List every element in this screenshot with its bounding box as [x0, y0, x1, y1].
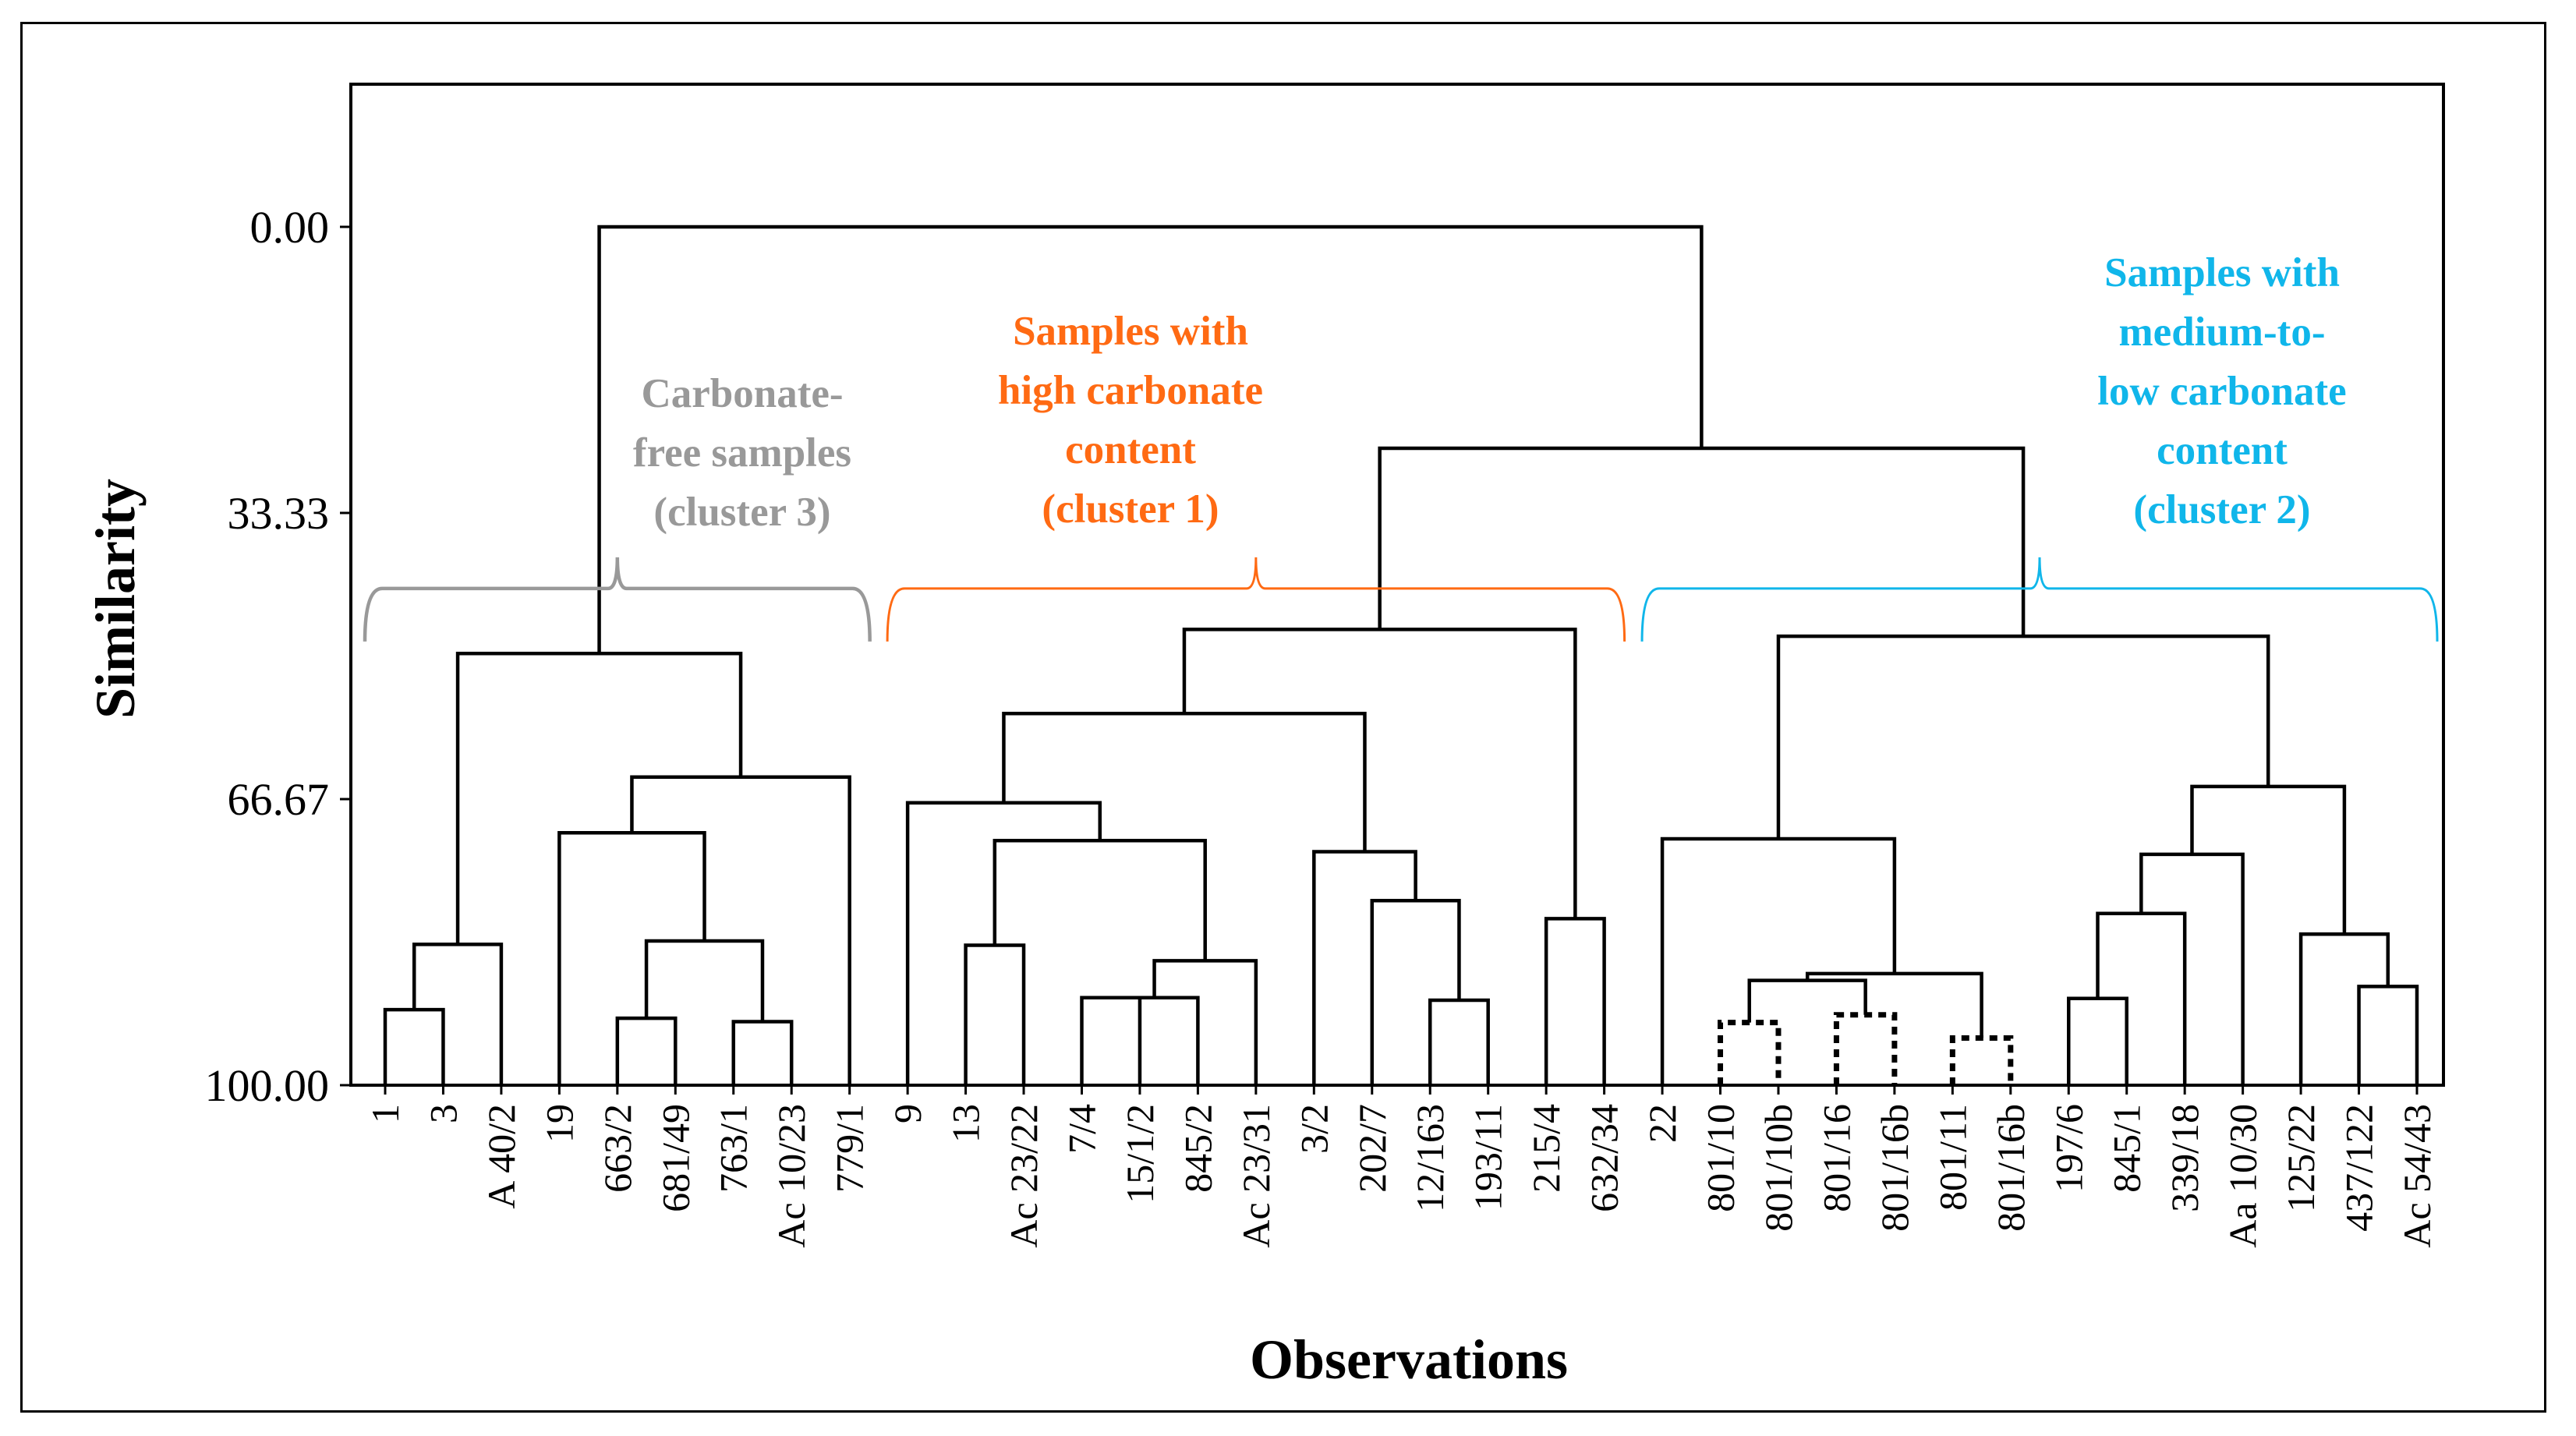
- leaf-label: Ac 54/43: [2395, 1104, 2439, 1248]
- leaf-label: Ac 23/31: [1234, 1104, 1278, 1248]
- dendrogram-link: [2357, 985, 2419, 1085]
- leaf-label: 845/1: [2105, 1104, 2149, 1193]
- leaf-label: A 40/2: [479, 1104, 523, 1209]
- leaf-label: 779/1: [828, 1104, 872, 1193]
- dendrogram-link: [1312, 850, 1417, 1085]
- dendrogram-link: [1544, 917, 1606, 1085]
- dendrogram-link: [1110, 996, 1200, 1085]
- dendrogram-link: [1378, 446, 2026, 637]
- dendrogram-link: [597, 225, 1704, 654]
- leaf-label: 845/2: [1176, 1104, 1219, 1193]
- y-tick-label: 100.00: [205, 1060, 330, 1111]
- leaf-label: 202/7: [1350, 1104, 1394, 1193]
- leaf-label: 12/163: [1408, 1104, 1452, 1212]
- leaf-label: 801/10: [1699, 1104, 1743, 1212]
- dendrogram-link: [1080, 996, 1142, 1085]
- leaf-label: 3: [421, 1104, 465, 1123]
- dendrogram-tree: [383, 225, 2419, 1085]
- x-axis-title: Observations: [1250, 1328, 1568, 1391]
- leaf-label: 801/16b: [1873, 1104, 1916, 1232]
- cluster-annotation: Samples with medium-to-low carbonate conte…: [2097, 250, 2346, 532]
- leaf-label: 215/4: [1524, 1104, 1568, 1193]
- leaf-label: 1: [363, 1104, 407, 1123]
- leaf-label: 9: [886, 1104, 929, 1123]
- y-axis: 0.00 33.33 66.67 100.00: [205, 202, 351, 1111]
- dendrogram-link: [1152, 959, 1258, 1085]
- dendrogram-link: [2139, 852, 2245, 1085]
- leaf-label: 193/11: [1467, 1104, 1510, 1211]
- cluster-bracket: [1640, 557, 2439, 642]
- leaf-label: 632/34: [1583, 1104, 1626, 1212]
- dendrogram-link: [383, 1007, 445, 1085]
- leaf-label: 13: [944, 1104, 988, 1143]
- leaf-label: 801/16b: [1989, 1104, 2033, 1232]
- dendrogram-link: [2298, 932, 2390, 1085]
- dendrogram-link: [1949, 1035, 2014, 1085]
- leaf-label: Ac 10/23: [770, 1104, 813, 1248]
- cluster-bracket: [886, 557, 1626, 642]
- dendrogram-link: [412, 943, 504, 1085]
- dendrogram-link: [644, 939, 765, 1022]
- y-tick-label: 33.33: [228, 488, 330, 539]
- dendrogram-link: [1718, 1020, 1782, 1085]
- y-axis-title: Similarity: [84, 479, 147, 719]
- dendrogram-link: [1833, 1012, 1898, 1085]
- dendrogram-link: [731, 1020, 794, 1085]
- leaf-label: 801/11: [1930, 1104, 1974, 1211]
- dendrogram-link: [1370, 899, 1461, 1085]
- cluster-bracket: [363, 557, 872, 642]
- dendrogram-link: [993, 838, 1207, 961]
- leaf-label: 437/122: [2337, 1104, 2381, 1232]
- y-tick-label: 0.00: [250, 202, 330, 253]
- leaf-label: 197/6: [2047, 1104, 2090, 1193]
- dendrogram-link: [1182, 628, 1577, 919]
- cluster-brackets: Carbonate-free samples (cluster 3) Samples…: [363, 250, 2439, 642]
- leaf-label: 7/4: [1060, 1104, 1103, 1154]
- leaf-label: 663/2: [596, 1104, 639, 1193]
- dendrogram-link: [2190, 784, 2347, 935]
- dendrogram-link: [964, 943, 1026, 1085]
- cluster-annotation: Samples with high carbonate content (cluste…: [998, 309, 1263, 532]
- leaf-label: Ac 23/22: [1002, 1104, 1046, 1248]
- dendrogram-link: [1002, 712, 1367, 852]
- leaf-label: 22: [1640, 1104, 1684, 1143]
- dendrogram-link: [2067, 996, 2128, 1085]
- dendrogram-link: [615, 1016, 678, 1085]
- leaf-label: 681/49: [653, 1104, 697, 1212]
- figure-frame: [20, 22, 2546, 1413]
- dendrogram-link: [1747, 978, 1867, 1023]
- dendrogram-link: [1428, 998, 1490, 1085]
- y-tick-label: 66.67: [228, 774, 330, 825]
- leaf-label: 3/2: [1292, 1104, 1336, 1154]
- cluster-annotation: Carbonate-free samples (cluster 3): [633, 371, 851, 535]
- leaf-label: 801/16: [1814, 1104, 1858, 1212]
- leaf-label: 801/10b: [1757, 1104, 1800, 1232]
- plot-area-frame: [349, 83, 2445, 1087]
- dendrogram-link: [557, 831, 706, 1085]
- leaf-label: 19: [537, 1104, 581, 1143]
- dendrogram-link: [630, 775, 851, 1085]
- leaf-label: 125/22: [2279, 1104, 2323, 1212]
- leaf-label: 763/1: [712, 1104, 755, 1193]
- leaf-label: Aa 10/30: [2221, 1104, 2265, 1248]
- leaf-label: 339/18: [2163, 1104, 2206, 1212]
- dendrogram-link: [1776, 634, 2270, 840]
- leaf-label: 15/1/2: [1118, 1104, 1162, 1204]
- dendrogram-link: [455, 651, 743, 945]
